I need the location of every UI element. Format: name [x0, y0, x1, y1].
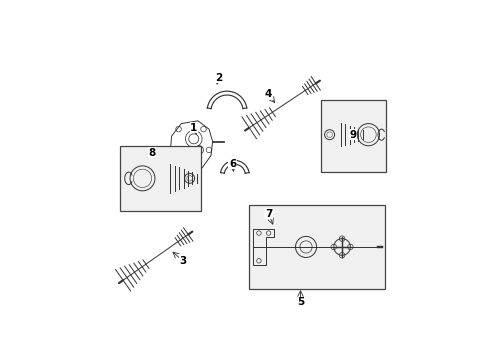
Text: 6: 6 — [228, 159, 236, 169]
Text: 8: 8 — [148, 148, 156, 158]
Bar — [321, 100, 386, 172]
Text: 3: 3 — [179, 256, 186, 266]
Text: 1: 1 — [190, 123, 197, 133]
Text: 5: 5 — [296, 297, 304, 307]
Text: 9: 9 — [349, 130, 356, 140]
Text: 4: 4 — [264, 90, 272, 99]
Text: 2: 2 — [215, 73, 222, 83]
Bar — [120, 146, 200, 211]
Bar — [249, 205, 384, 288]
Text: 7: 7 — [264, 209, 272, 219]
